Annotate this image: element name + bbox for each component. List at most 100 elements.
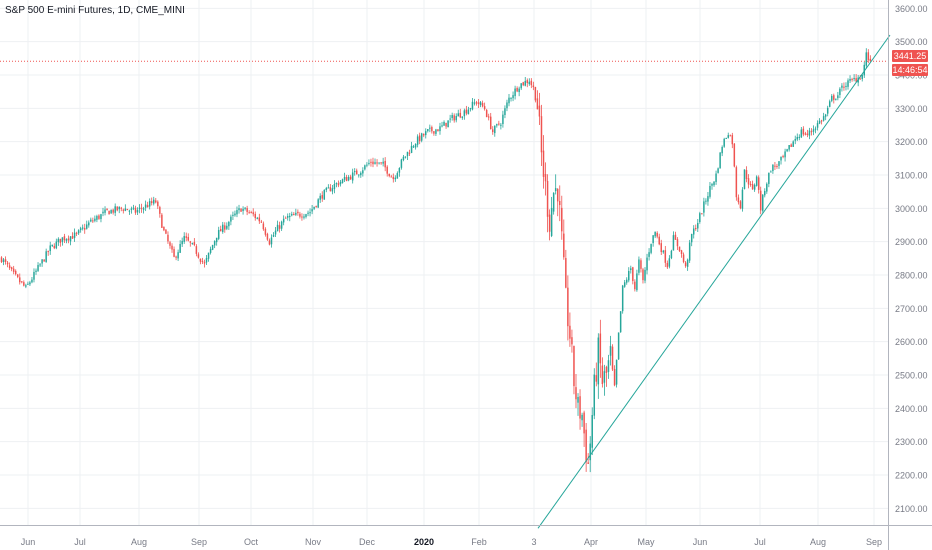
candle-body [727,135,729,138]
candle-body [808,130,811,136]
candle-body [546,180,549,217]
candle-body [86,224,88,229]
candle-body [364,165,366,170]
candle-body [709,186,711,197]
candle-body [313,206,315,209]
candle-body [122,209,125,211]
candle-body [646,257,648,271]
candle-body [835,98,837,100]
candle-body [134,207,137,213]
candle-body [203,262,206,264]
candle-body [506,102,508,109]
candle-body [731,135,734,145]
candle-body [847,80,849,87]
candle-body [262,223,265,230]
x-tick-label: Oct [244,537,259,547]
candle-body [386,166,388,174]
candle-body [453,115,455,121]
candle-body [69,236,72,242]
candle-body [193,242,196,246]
candle-body [524,80,526,86]
candle-body [207,252,210,259]
candle-body [623,282,626,287]
candle-body [380,162,382,164]
y-tick-label: 2800.00 [895,271,928,281]
candle-body [463,110,466,117]
candle-body [118,206,120,210]
candle-body [502,114,504,125]
candle-body [721,146,723,154]
candle-body [751,184,754,190]
candle-body [697,222,699,229]
candle-body [634,281,636,290]
candle-body [640,260,642,269]
candle-body [632,267,634,281]
candle-body [585,429,587,463]
candle-body [713,181,715,186]
candle-body [400,159,403,168]
y-tick-label: 3300.00 [895,104,928,114]
candle-body [47,251,49,253]
candle-body [142,208,145,210]
candle-body [839,88,841,95]
candle-body [747,178,750,185]
candle-body [688,242,691,261]
candle-body [571,337,573,345]
candle-body [289,215,291,218]
candle-body [554,188,557,192]
x-tick-label: Jun [693,537,708,547]
candle-body [163,226,165,231]
candle-body [366,164,368,166]
candle-body [822,116,825,121]
candle-body [597,337,600,385]
candle-body [77,230,80,234]
candle-body [55,241,58,249]
candle-body [682,254,685,262]
candle-body [8,265,11,268]
candle-body [439,126,441,132]
candle-body [755,176,758,186]
candle-body [532,85,535,88]
candle-body [615,359,618,385]
candle-body [280,221,283,229]
candle-body [138,207,141,210]
candle-body [19,277,21,283]
candle-body [565,258,567,288]
candle-body [656,232,658,237]
candle-body [701,213,703,215]
candle-body [21,281,23,283]
candle-body [806,133,809,135]
candle-body [209,248,212,253]
candle-body [360,172,362,176]
candle-body [489,116,492,130]
candle-body [165,229,167,234]
candle-body [753,184,756,190]
candle-body [286,216,289,218]
candle-body [317,199,319,208]
candle-body [339,181,342,185]
candle-body [621,285,624,312]
candle-body [120,207,123,209]
candle-body [90,219,92,222]
candle-body [191,242,194,244]
candle-body [61,237,64,242]
candle-body [498,123,500,125]
candle-body [776,165,778,167]
candle-body [382,161,384,164]
candle-body [404,156,407,158]
candle-body [449,118,451,120]
candle-body [31,279,33,283]
candle-body [715,173,717,182]
candle-body [414,143,417,148]
candle-body [556,189,559,202]
candle-body [818,120,821,124]
candle-body [514,88,516,97]
candle-body [224,225,226,230]
last-price-tag: 3441.25 [892,50,928,62]
candle-body [301,216,303,218]
candle-body [652,235,654,244]
candle-body [197,254,200,258]
candle-body [258,217,261,222]
candle-body [187,236,190,241]
candle-body [362,170,364,174]
